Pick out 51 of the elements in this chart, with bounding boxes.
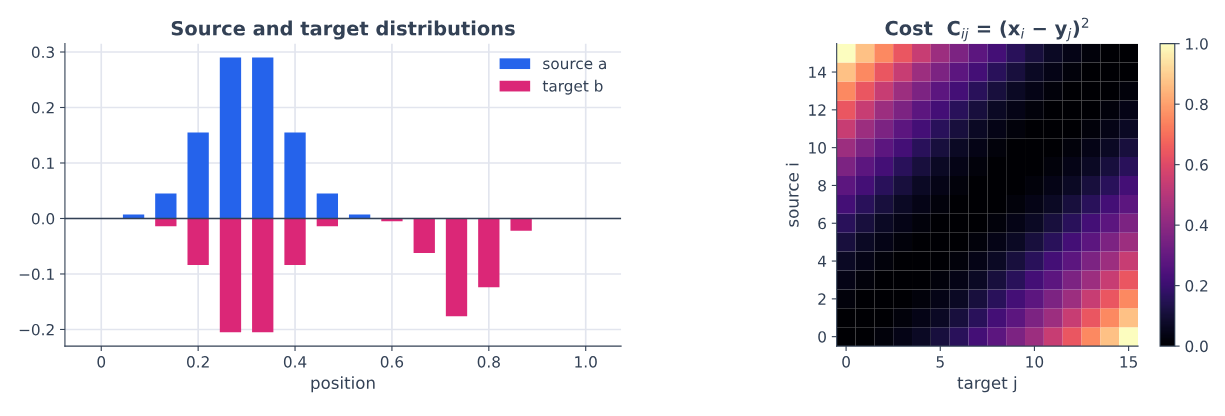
y-tick-label: 0.1 — [31, 157, 54, 170]
bar — [252, 57, 274, 219]
y-tick-label: 0.2 — [31, 101, 54, 114]
bar — [510, 218, 532, 231]
x-tick-label: 0.6 — [380, 356, 404, 368]
y-axis-title: source i — [785, 163, 799, 227]
y-tick-label: 6 — [818, 217, 826, 230]
chart-title: Source and target distributions — [171, 20, 515, 40]
x-tick-label: 0.8 — [477, 356, 500, 368]
bar — [413, 218, 435, 253]
bar — [219, 57, 242, 219]
legend-label: target b — [542, 79, 603, 95]
bar — [187, 132, 209, 219]
color-bar-label: 1.0 — [1186, 38, 1208, 50]
chart-title: Cost C$_{ij}$ = (x$_{i}$ − y$_{j}$)$^{2}$ — [885, 17, 1089, 42]
bar — [187, 218, 209, 266]
x-tick-label: 0 — [842, 356, 850, 368]
color-bar-label: 0.2 — [1185, 280, 1208, 292]
x-tick-label: 1.0 — [575, 356, 597, 368]
y-tick-label: 0 — [818, 331, 826, 343]
x-tick-label: 5 — [936, 356, 944, 368]
color-bar-label: 0.6 — [1185, 159, 1208, 171]
color-bar-label: 0.8 — [1185, 98, 1208, 111]
bar — [445, 218, 468, 317]
bar — [284, 132, 306, 219]
y-tick-label: −0.2 — [19, 323, 54, 336]
x-tick-label: 0 — [97, 356, 106, 368]
y-tick-label: 14 — [809, 66, 827, 78]
color-bar-label: 0.0 — [1185, 340, 1208, 353]
bar — [252, 218, 274, 333]
y-tick-label: −0.1 — [19, 268, 54, 280]
x-axis-title: position — [311, 376, 375, 393]
color-bar-label: 0.4 — [1185, 219, 1208, 232]
bar — [316, 193, 339, 219]
y-tick-label: 0.3 — [31, 46, 54, 59]
x-axis-title: target j — [957, 376, 1017, 393]
x-tick-label: 10 — [1026, 356, 1044, 368]
y-tick-label: 12 — [809, 104, 826, 116]
y-tick-label: 0.0 — [31, 212, 55, 225]
bar — [478, 218, 500, 288]
legend-label: source a — [543, 60, 606, 70]
y-tick-label: 4 — [817, 255, 827, 267]
y-tick-label: 8 — [818, 179, 826, 192]
y-tick-label: 10 — [809, 142, 826, 154]
y-tick-label: 2 — [818, 293, 826, 305]
bar — [284, 218, 306, 266]
bar — [219, 218, 242, 333]
x-tick-label: 0.4 — [283, 356, 307, 368]
x-tick-label: 15 — [1120, 356, 1137, 368]
bar — [155, 193, 177, 219]
x-tick-label: 0.2 — [187, 356, 209, 368]
